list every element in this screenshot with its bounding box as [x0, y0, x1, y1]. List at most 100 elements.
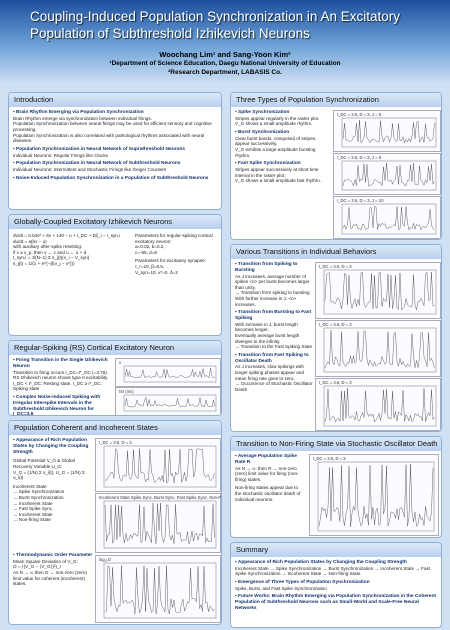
plot-label: Incoherent State Spike Sync. Burst Sync.…: [99, 495, 221, 500]
plot-graphic: [123, 365, 217, 383]
section-title: Transition to Non-Firing State via Stoch…: [231, 437, 441, 451]
text-block: Population Synchronization in Neural Net…: [13, 161, 219, 172]
plot-label: I_DC = 3.6, D = 3, J = 10: [337, 198, 384, 203]
text-line: → Incoherent State: [13, 500, 53, 506]
bullet-heading: Firing Transition in the Single Izhikevi…: [13, 358, 113, 370]
section: Introduction Brain Rhythm Emerging via Po…: [8, 92, 222, 210]
text-block: Emergence of Three Types of Population S…: [235, 580, 439, 591]
text-line: Transition to firing occurs I_DC=I*_DC (…: [13, 369, 109, 375]
plot: ISI (ms): [115, 387, 221, 415]
text-line: O = ⟨(V_G − ⟨V_G⟩)²⟩_r: [13, 564, 62, 570]
affiliation: ¹Department of Science Education, Daegu …: [109, 60, 341, 67]
column: dv/dt = 0.04v² + 5v + 140 − u + I_DC + D…: [13, 233, 131, 270]
text-line: As N → ∞: then R → non-zero (zero) limit…: [235, 465, 299, 482]
section: Various Transitions in Individual Behavi…: [230, 244, 442, 432]
plot-graphic: [123, 394, 217, 412]
plot: I_DC = 3.6, D = 3, J = 10: [333, 196, 441, 239]
text-line: → Fast Spike Sync.: [13, 506, 54, 512]
text-block: Firing Transition in the Single Izhikevi…: [13, 358, 113, 392]
text-line: → Transition from spiking to bursting: [235, 290, 310, 296]
plot-graphic: [323, 385, 437, 427]
bullet-heading: Population Synchronization in Neural Net…: [13, 161, 219, 167]
plot-graphic: [341, 203, 437, 235]
text-line: → Occurrence of Stochastic Oscillator De…: [235, 381, 313, 392]
text-line: a=0.02, b=0.2,: [135, 244, 165, 250]
bullet-heading: Complex Noise-induced Spiking with Irreg…: [13, 395, 113, 415]
plot-graphic: [341, 117, 437, 148]
bullet-heading: Noise-Induced Population Synchronization…: [13, 176, 219, 182]
section-title: Regular-Spiking (RS) Cortical Excitatory…: [9, 341, 221, 355]
text-line: Incoherent State → Spike Synchronization…: [235, 565, 431, 577]
text-line: Spike, Burst, and Fast Spike Synchroniza…: [235, 585, 327, 591]
text-line: As J increases, average number of spikes…: [235, 273, 310, 290]
column: Appearance of Rich Population States by …: [13, 438, 93, 526]
text-line: With increase in J, burst length becomes…: [235, 321, 298, 333]
plot: I_DC = 3.6, D = 3: [315, 262, 441, 319]
plot: I_DC = 3.6, D = 3: [315, 378, 441, 431]
plot-graphic: [103, 445, 217, 488]
affiliation: ²Research Department, LABASIS Co.: [168, 69, 282, 76]
bullet-heading: Transition from Bursting to Fast Spiking: [235, 310, 313, 322]
text-line: V_G shows a small-amplitude fast rhythm.: [235, 178, 322, 184]
plot-label: I_DC = 3.6, D = 3, J = 5: [337, 112, 382, 117]
section: Globally-Coupled Excitatory Izhikevich N…: [8, 214, 222, 336]
plot-label: ISI (ms): [119, 389, 134, 394]
text-line: As J increases, slow spikings with longe…: [235, 364, 304, 381]
section-title: Globally-Coupled Excitatory Izhikevich N…: [9, 215, 221, 229]
plot: v: [115, 358, 221, 387]
plot-label: I_DC = 3.6, D = 3: [319, 380, 352, 385]
text-line: → Spike Synchronization: [13, 489, 65, 495]
section-title: Three Types of Population Synchronizatio…: [231, 93, 441, 107]
text-block: Transition from Bursting to Fast Spiking…: [235, 310, 313, 350]
plot-graphic: [341, 160, 437, 191]
authors: Woochang Lim¹ and Sang-Yoon Kim²: [159, 50, 291, 59]
text-line: I_syn,i = J/(N−1) Σ s_j(t)(v_i − V_syn): [13, 255, 90, 261]
section: Regular-Spiking (RS) Cortical Excitatory…: [8, 340, 222, 416]
plot: log₁₀O: [95, 555, 221, 623]
text-line: → Burst Synchronization: [13, 494, 64, 500]
text-block: Noise-Induced Population Synchronization…: [13, 176, 219, 182]
bullet-heading: Transition from Spiking to Bursting: [235, 262, 313, 274]
plot-label: I_DC = 3.6, D = 3: [313, 456, 346, 461]
text-line: c=-65, d=8: [135, 249, 157, 255]
plot: I_DC = 3.6, D = 3: [95, 438, 221, 492]
text-line: Non-firing states appear due to the stoc…: [235, 485, 301, 502]
column: Appearance of Rich Population States by …: [235, 560, 439, 615]
text-line: Individual Neurons: Intermittent and Sto…: [13, 166, 167, 172]
column: Brain Rhythm Emerging via Population Syn…: [13, 110, 219, 184]
section: Transition to Non-Firing State via Stoch…: [230, 436, 442, 538]
bullet-heading: Average Population Spike Rate R: [235, 454, 305, 466]
text-line: → Non-firing State: [13, 517, 51, 523]
plot: I_DC = 3.6, D = 3, J = 5: [333, 110, 441, 152]
bullet-heading: Burst Synchronization: [235, 130, 331, 136]
text-block: Brain Rhythm Emerging via Population Syn…: [13, 110, 219, 144]
plot: I_DC = 3.6, D = 3: [309, 454, 439, 536]
bullet-heading: Appearance of Rich Population States by …: [13, 438, 93, 455]
text-block: Appearance of Rich Population States by …: [13, 438, 93, 455]
plot-graphic: [103, 562, 217, 619]
title: Coupling-Induced Population Synchronizat…: [30, 9, 400, 41]
plot-label: I_DC = 3.6, D = 3: [99, 440, 132, 445]
text-line: As N → ∞ then O → non-zero (zero) limit …: [13, 569, 87, 587]
text-line: Global Potential V_G & Global Recovery V…: [13, 458, 75, 469]
text-line: Clear burst bands, composed of stripes, …: [235, 135, 317, 147]
text-line: Parameters for excitatory synapse: τ_r=1…: [135, 258, 206, 269]
bullet-heading: Fast Spike Synchronization: [235, 161, 331, 167]
text-line: V_G = (1/N) Σ v_i(t), U_G = (1/N) Σ u_i(…: [13, 469, 85, 481]
bullet-heading: Spike Synchronization: [235, 110, 331, 116]
text-block: Parameters for excitatory synapse: τ_r=1…: [135, 258, 219, 275]
text-block: Complex Noise-induced Spiking with Irreg…: [13, 395, 113, 415]
text-block: Non-firing states appear due to the stoc…: [235, 485, 305, 502]
bullet-heading: Population Synchronization in Neural Net…: [13, 147, 219, 153]
text-line: Eventually average burst length diverges…: [235, 332, 300, 344]
text-block: Population Synchronization in Neural Net…: [13, 147, 219, 158]
bullet-heading: Appearance of Rich Population States by …: [235, 560, 439, 566]
text-line: V_G shows a small-amplitude rhythm.: [235, 121, 313, 127]
text-line: I_DC < I*_DC: Resting state, I_DC ≥ I*_D…: [13, 380, 102, 392]
section-title: Introduction: [9, 93, 221, 107]
plot: I_DC = 3.6, D = 3, J = 8: [333, 153, 441, 195]
